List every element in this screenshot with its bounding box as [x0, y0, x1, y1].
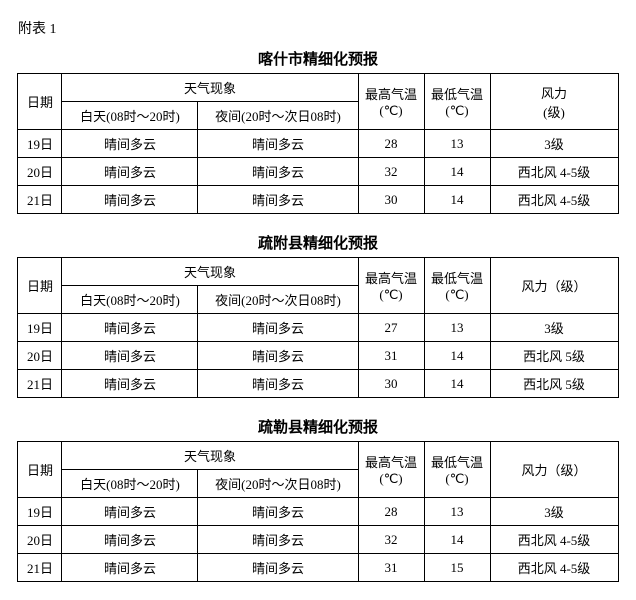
cell-date: 20日: [18, 158, 62, 186]
cell-high: 28: [358, 498, 424, 526]
col-header-weather: 天气现象: [62, 74, 358, 102]
cell-high: 30: [358, 186, 424, 214]
col-header-high: 最高气温(℃): [358, 258, 424, 314]
col-header-high: 最高气温(℃): [358, 74, 424, 130]
cell-high: 32: [358, 158, 424, 186]
col-header-low: 最低气温(℃): [424, 258, 490, 314]
forecast-table: 日期天气现象最高气温(℃)最低气温(℃)风力（级） 白天(08时～20时)夜间(2…: [17, 257, 618, 398]
cell-day: 晴间多云: [62, 158, 198, 186]
cell-wind: 西北风 4-5级: [490, 554, 618, 582]
cell-day: 晴间多云: [62, 498, 198, 526]
col-header-low: 最低气温(℃): [424, 74, 490, 130]
cell-low: 14: [424, 158, 490, 186]
cell-wind: 3级: [490, 314, 618, 342]
table-row: 20日晴间多云晴间多云3214西北风 4-5级: [18, 526, 618, 554]
col-header-low: 最低气温(℃): [424, 442, 490, 498]
cell-high: 31: [358, 554, 424, 582]
cell-day: 晴间多云: [62, 554, 198, 582]
cell-high: 28: [358, 130, 424, 158]
cell-wind: 西北风 5级: [490, 342, 618, 370]
cell-date: 21日: [18, 186, 62, 214]
cell-wind: 西北风 4-5级: [490, 186, 618, 214]
cell-date: 19日: [18, 314, 62, 342]
cell-low: 13: [424, 130, 490, 158]
cell-wind: 3级: [490, 130, 618, 158]
col-header-date: 日期: [18, 258, 62, 314]
col-header-wind: 风力（级）: [490, 258, 618, 314]
cell-night: 晴间多云: [198, 130, 358, 158]
cell-night: 晴间多云: [198, 526, 358, 554]
col-subheader-day: 白天(08时～20时): [62, 102, 198, 130]
table-row: 19日晴间多云晴间多云28133级: [18, 498, 618, 526]
cell-night: 晴间多云: [198, 342, 358, 370]
cell-wind: 3级: [490, 498, 618, 526]
cell-high: 31: [358, 342, 424, 370]
cell-date: 21日: [18, 370, 62, 398]
forecast-table: 日期天气现象最高气温(℃)最低气温(℃)风力（级） 白天(08时～20时)夜间(2…: [17, 441, 618, 582]
cell-high: 27: [358, 314, 424, 342]
cell-night: 晴间多云: [198, 554, 358, 582]
cell-day: 晴间多云: [62, 186, 198, 214]
cell-day: 晴间多云: [62, 370, 198, 398]
cell-day: 晴间多云: [62, 130, 198, 158]
col-subheader-night: 夜间(20时～次日08时): [198, 470, 358, 498]
col-header-wind: 风力（级）: [490, 442, 618, 498]
cell-date: 21日: [18, 554, 62, 582]
col-header-weather: 天气现象: [62, 258, 358, 286]
table-row: 19日晴间多云晴间多云28133级: [18, 130, 618, 158]
page-label: 附表 1: [18, 18, 624, 38]
cell-date: 19日: [18, 130, 62, 158]
col-header-high: 最高气温(℃): [358, 442, 424, 498]
cell-wind: 西北风 4-5级: [490, 526, 618, 554]
cell-high: 32: [358, 526, 424, 554]
cell-high: 30: [358, 370, 424, 398]
col-subheader-day: 白天(08时～20时): [62, 470, 198, 498]
table-row: 20日晴间多云晴间多云3214西北风 4-5级: [18, 158, 618, 186]
cell-night: 晴间多云: [198, 498, 358, 526]
col-subheader-night: 夜间(20时～次日08时): [198, 286, 358, 314]
table-row: 20日晴间多云晴间多云3114西北风 5级: [18, 342, 618, 370]
table-row: 19日晴间多云晴间多云27133级: [18, 314, 618, 342]
cell-night: 晴间多云: [198, 158, 358, 186]
cell-low: 14: [424, 526, 490, 554]
cell-night: 晴间多云: [198, 186, 358, 214]
col-header-date: 日期: [18, 74, 62, 130]
cell-date: 19日: [18, 498, 62, 526]
cell-day: 晴间多云: [62, 314, 198, 342]
cell-low: 14: [424, 186, 490, 214]
cell-low: 14: [424, 370, 490, 398]
table-title: 疏附县精细化预报: [12, 232, 624, 253]
cell-day: 晴间多云: [62, 342, 198, 370]
cell-night: 晴间多云: [198, 314, 358, 342]
cell-low: 13: [424, 314, 490, 342]
col-header-weather: 天气现象: [62, 442, 358, 470]
cell-low: 13: [424, 498, 490, 526]
col-subheader-day: 白天(08时～20时): [62, 286, 198, 314]
forecast-table: 日期天气现象最高气温(℃)最低气温(℃)风力(级) 白天(08时～20时)夜间(2…: [17, 73, 618, 214]
table-row: 21日晴间多云晴间多云3014西北风 5级: [18, 370, 618, 398]
table-row: 21日晴间多云晴间多云3014西北风 4-5级: [18, 186, 618, 214]
col-header-wind: 风力(级): [490, 74, 618, 130]
table-row: 21日晴间多云晴间多云3115西北风 4-5级: [18, 554, 618, 582]
table-title: 喀什市精细化预报: [12, 48, 624, 69]
table-title: 疏勒县精细化预报: [12, 416, 624, 437]
cell-low: 15: [424, 554, 490, 582]
cell-low: 14: [424, 342, 490, 370]
col-subheader-night: 夜间(20时～次日08时): [198, 102, 358, 130]
cell-date: 20日: [18, 526, 62, 554]
col-header-date: 日期: [18, 442, 62, 498]
cell-date: 20日: [18, 342, 62, 370]
cell-night: 晴间多云: [198, 370, 358, 398]
cell-day: 晴间多云: [62, 526, 198, 554]
cell-wind: 西北风 5级: [490, 370, 618, 398]
cell-wind: 西北风 4-5级: [490, 158, 618, 186]
